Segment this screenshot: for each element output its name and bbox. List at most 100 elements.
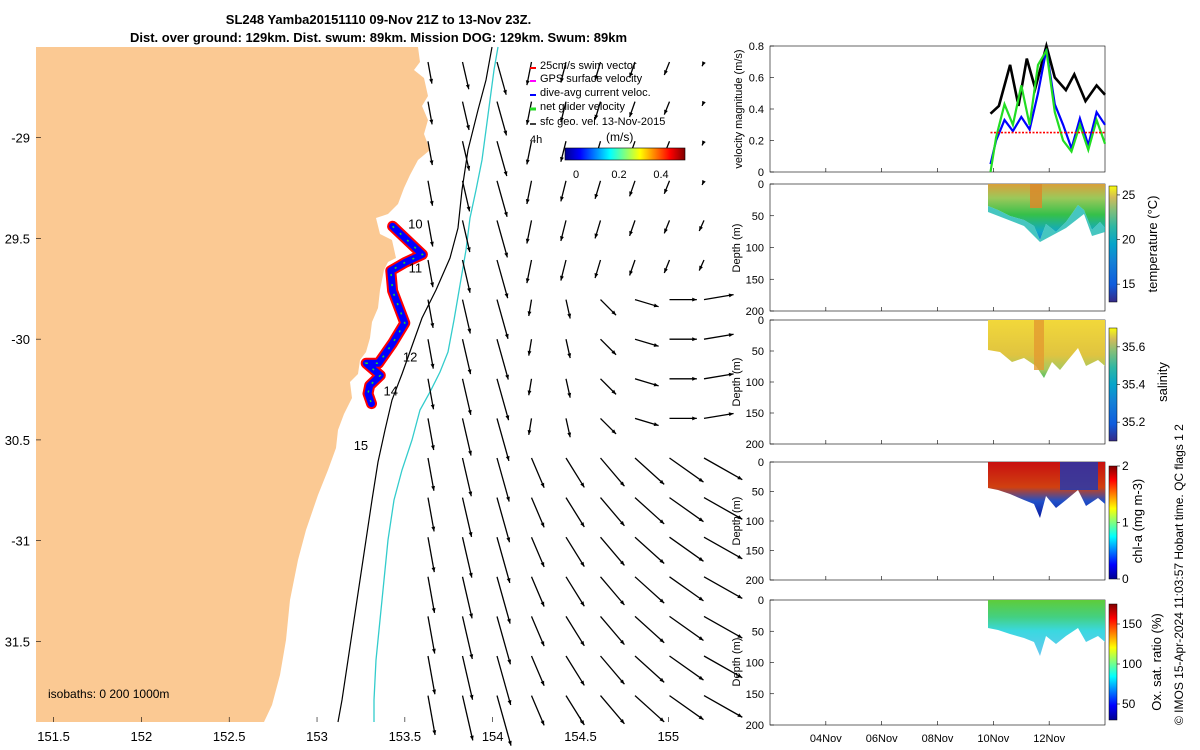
cbar-tick-label: 0 (1122, 572, 1129, 586)
geo-velocity-arrow (530, 536, 545, 568)
geo-velocity-arrowhead (468, 572, 473, 578)
geo-velocity-arrow (427, 655, 436, 695)
section-ytick-label: 50 (752, 346, 764, 358)
oxygen-data (988, 600, 1105, 656)
geo-velocity-arrowhead (728, 333, 734, 337)
geo-velocity-arrow (600, 497, 625, 527)
geo-velocity-arrowhead (664, 267, 668, 273)
geo-velocity-arrow (496, 61, 507, 95)
velocity-ticks: 0 0.2 0.4 0.6 0.8 (749, 41, 774, 179)
geo-velocity-arrowhead (540, 720, 545, 726)
geo-velocity-arrowhead (702, 140, 706, 146)
oxygen-colorbar (1108, 603, 1118, 721)
oxygen-cbar-label: Ox. sat. ratio (%) (1149, 613, 1164, 711)
geo-velocity-arrowhead (507, 700, 512, 705)
geo-velocity-arrowhead (468, 450, 472, 456)
oxygen-panel (769, 599, 1118, 726)
geo-velocity-arrowhead (540, 601, 545, 607)
geo-velocity-arrowhead (467, 369, 472, 375)
geo-velocity-arrowhead (429, 160, 434, 166)
isobath-200 (337, 46, 493, 723)
section-ytick-label: 100 (746, 377, 764, 389)
geo-velocity-arrowhead (466, 206, 471, 212)
section-ytick-label: 100 (746, 243, 764, 255)
geo-velocity-arrow (669, 536, 704, 562)
geo-velocity-arrowhead (619, 560, 625, 566)
scale-label: 4h (530, 134, 542, 146)
geo-velocity-arrow (427, 695, 436, 736)
section-ytick-label: 100 (746, 658, 764, 670)
geo-velocity-arrowhead (728, 412, 734, 417)
chart-subtitle: Dist. over ground: 129km. Dist. swum: 89… (129, 30, 628, 45)
geo-velocity-arrowhead (469, 694, 474, 700)
geo-velocity-arrowhead (503, 130, 508, 136)
geo-velocity-arrow (669, 655, 704, 681)
geo-velocity-arrow (461, 576, 473, 619)
section-ytick-label: 50 (752, 626, 764, 638)
geo-velocity-arrowhead (629, 230, 633, 236)
geo-velocity-arrowhead (594, 75, 599, 81)
geo-velocity-arrow (461, 259, 471, 293)
geo-velocity-arrowhead (432, 689, 436, 695)
geo-velocity-arrowhead (692, 297, 697, 302)
temperature-cbar-label: temperature (°C) (1145, 196, 1160, 293)
section-panels (769, 183, 1118, 726)
velocity-series-line (989, 40, 1106, 115)
map-ytick-label: 29.5 (5, 231, 30, 246)
geo-velocity-arrowhead (506, 537, 511, 543)
section-ticks: 05010015020015202505010015020035.235.435… (746, 168, 1146, 745)
geo-velocity-arrowhead (653, 303, 659, 308)
geo-velocity-arrowhead (702, 100, 706, 106)
day-label: 14 (384, 384, 398, 399)
velocity-series-line (989, 47, 1107, 173)
geo-velocity-arrow (427, 418, 435, 451)
geo-velocity-arrow (496, 418, 510, 462)
geo-velocity-arrow (530, 457, 545, 489)
geo-velocity-arrow (634, 536, 665, 565)
section-ytick-label: 150 (746, 408, 764, 420)
geo-velocity-arrow (565, 695, 585, 726)
geo-velocity-arrow (565, 536, 585, 567)
section-ytick-label: 150 (746, 546, 764, 558)
geo-velocity-arrowhead (429, 78, 433, 84)
velocity-ylabel: velocity magnitude (m/s) (733, 49, 745, 168)
geo-velocity-arrow (461, 141, 470, 171)
geo-velocity-arrow (565, 576, 585, 607)
salinity-high-core (1034, 320, 1044, 370)
section-ytick-label: 150 (746, 274, 764, 286)
geo-velocity-arrowhead (653, 343, 659, 347)
geo-velocity-arrow (669, 695, 704, 721)
chla-cbar-label: chl-a (mg m-3) (1130, 479, 1145, 564)
geo-velocity-arrowhead (567, 313, 572, 319)
temperature-ylabel: Depth (m) (731, 224, 743, 273)
geo-velocity-arrow (565, 655, 585, 686)
geo-velocity-arrow (703, 655, 743, 679)
colorbar-tick: 0.2 (611, 169, 626, 181)
geo-velocity-arrowhead (430, 323, 435, 328)
geo-velocity-arrow (461, 180, 471, 212)
geo-velocity-arrowhead (664, 188, 668, 194)
geo-velocity-arrow (461, 418, 472, 456)
geo-velocity-arrowhead (580, 522, 585, 528)
geo-velocity-arrow (530, 655, 545, 687)
geo-velocity-arrow (496, 141, 508, 177)
geo-velocity-arrowhead (629, 72, 633, 78)
geo-velocity-arrowhead (580, 680, 585, 686)
geo-velocity-arrowhead (692, 376, 697, 381)
geo-velocity-arrowhead (503, 171, 508, 177)
geo-velocity-arrow (634, 497, 665, 525)
geo-velocity-arrowhead (567, 353, 572, 359)
geo-velocity-arrow (427, 537, 435, 573)
geo-velocity-arrow (600, 536, 625, 566)
chla-panel (769, 461, 1118, 581)
geo-velocity-arrowhead (527, 390, 532, 396)
geo-velocity-arrowhead (594, 233, 599, 239)
geo-velocity-arrowhead (466, 247, 471, 253)
geo-velocity-arrow (496, 299, 509, 340)
geo-velocity-arrowhead (659, 479, 665, 485)
cbar-tick-label: 15 (1122, 277, 1136, 291)
salinity-data (988, 320, 1105, 378)
geo-velocity-arrowhead (611, 350, 617, 355)
geo-velocity-arrowhead (611, 429, 617, 434)
section-ytick-label: 200 (746, 720, 764, 732)
